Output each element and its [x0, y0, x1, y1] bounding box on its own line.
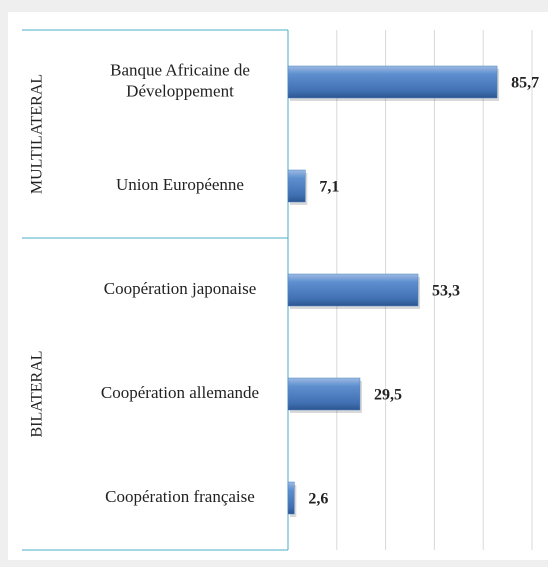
bar: [287, 65, 498, 99]
bar: [287, 377, 361, 411]
group-label: BILATERAL: [29, 350, 46, 437]
category-label: Coopération japonaise: [104, 279, 257, 298]
category-label: Union Européenne: [116, 175, 244, 194]
plot-background: [8, 12, 548, 560]
value-label: 2,6: [308, 491, 328, 508]
group-label: MULTILATERAL: [29, 74, 46, 194]
bar: [287, 273, 419, 307]
value-label: 7,1: [319, 179, 339, 196]
value-label: 85,7: [511, 75, 539, 92]
bar: [287, 481, 295, 515]
category-label: Coopération allemande: [101, 383, 259, 402]
category-label: Coopération française: [105, 487, 255, 506]
value-label: 29,5: [374, 387, 402, 404]
value-label: 53,3: [432, 283, 460, 300]
category-label: Banque Africaine de Développement: [110, 60, 250, 100]
bar: [287, 169, 306, 203]
